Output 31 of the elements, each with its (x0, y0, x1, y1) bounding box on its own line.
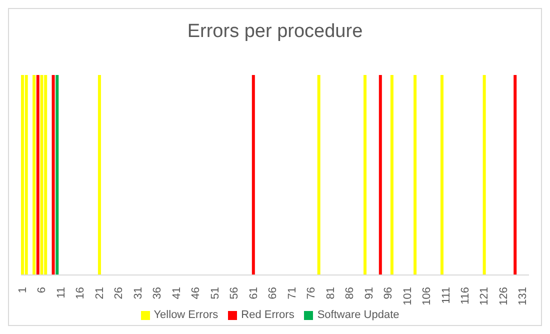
x-tick-label: 116 (460, 287, 472, 305)
x-tick-label: 46 (190, 287, 202, 300)
x-tick-label: 6 (36, 287, 48, 294)
x-tick-label: 16 (74, 287, 87, 300)
x-tick-label: 96 (382, 287, 395, 300)
x-tick-label: 66 (267, 287, 280, 300)
x-tick-label: 71 (286, 287, 298, 300)
x-tick-label: 86 (344, 287, 356, 300)
x-tick-label: 41 (170, 287, 183, 300)
x-tick-label: 91 (363, 287, 376, 300)
legend-label: Yellow Errors (154, 309, 218, 321)
chart-title: Errors per procedure (186, 20, 364, 44)
x-tick-label: 101 (402, 287, 414, 306)
x-tick-label: 11 (55, 287, 68, 298)
x-tick-label: 121 (478, 287, 491, 306)
x-tick-label: 21 (94, 287, 106, 300)
x-tick-label: 131 (517, 287, 530, 306)
legend-label: Red Errors (241, 309, 294, 321)
legend-label: Software Update (317, 309, 400, 321)
x-tick-label: 126 (498, 287, 510, 306)
x-tick-label: 76 (306, 287, 318, 300)
x-tick-label: 106 (421, 287, 434, 306)
x-tick-label: 36 (152, 287, 164, 300)
x-tick-label: 111 (440, 287, 452, 304)
x-tick-label: 51 (209, 287, 222, 300)
x-tick-label: 56 (228, 287, 241, 300)
x-tick-label: 61 (248, 287, 260, 300)
x-tick-label: 31 (132, 287, 144, 300)
x-tick-label: 26 (113, 287, 126, 300)
x-tick-label: 81 (324, 287, 337, 300)
x-tick-label: 1 (16, 287, 29, 294)
